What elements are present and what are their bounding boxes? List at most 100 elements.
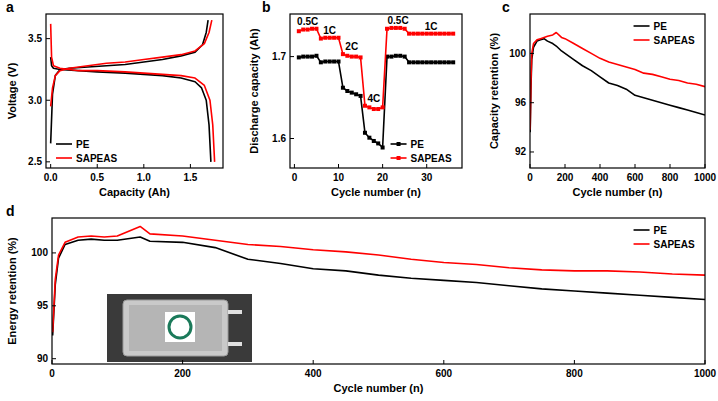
legend-label: PE [654, 21, 668, 32]
x-tick-label: 800 [662, 172, 679, 183]
x-tick [530, 164, 531, 168]
y-tick [46, 100, 50, 101]
panel: 020040060080010009095100Cycle number (n)… [6, 203, 717, 394]
y-axis-title: Energy retention (%) [6, 237, 18, 345]
marker [337, 60, 341, 64]
marker [319, 60, 323, 64]
x-tick-label: 1000 [694, 172, 717, 183]
x-tick-label: 1.5 [183, 172, 197, 183]
y-tick [530, 151, 534, 152]
x-tick-label: 0 [292, 172, 298, 183]
x-tick-label: 600 [435, 368, 452, 379]
x-tick [426, 164, 427, 168]
panel-letter: d [6, 203, 15, 219]
panel: 01020301.61.7Cycle number (n)Discharge c… [248, 0, 462, 198]
x-tick [705, 164, 706, 168]
marker [381, 146, 385, 150]
x-tick [313, 360, 314, 364]
y-tick [290, 138, 294, 139]
y-tick-label: 92 [515, 146, 527, 157]
legend-label: PE [76, 139, 90, 150]
marker [398, 26, 402, 30]
y-tick-label: 96 [515, 97, 527, 108]
y-tick-label: 3.0 [28, 95, 42, 106]
marker [411, 32, 415, 36]
y-tick [530, 53, 534, 54]
x-tick [190, 164, 191, 168]
marker [429, 32, 433, 36]
marker [306, 28, 310, 32]
legend-label: SAPEAS [654, 239, 695, 250]
marker [328, 60, 332, 64]
marker [425, 32, 429, 36]
x-axis-title: Capacity (Ah) [99, 186, 170, 198]
series-line [530, 32, 705, 129]
marker [354, 55, 358, 59]
x-tick-label: 200 [557, 172, 574, 183]
legend-label: PE [411, 139, 425, 150]
annotation: 1C [323, 25, 336, 36]
y-tick [52, 358, 56, 359]
series-line [51, 20, 215, 162]
legend-label: PE [654, 225, 668, 236]
y-tick-label: 100 [31, 247, 48, 258]
marker [328, 36, 332, 40]
marker [314, 27, 318, 31]
marker [416, 32, 420, 36]
marker [310, 27, 314, 31]
marker [367, 136, 371, 140]
marker [434, 60, 438, 64]
annotation: 1C [425, 21, 438, 32]
marker [341, 86, 345, 90]
x-tick [382, 164, 383, 168]
y-tick [46, 161, 50, 162]
legend: PESAPEAS [634, 21, 695, 46]
marker [301, 55, 305, 59]
plot-frame [52, 218, 705, 364]
legend: PE SAPEAS [634, 225, 695, 250]
marker [407, 60, 411, 64]
y-axis-title: Voltage (V) [6, 62, 18, 119]
marker [389, 55, 393, 59]
plot-data [53, 226, 705, 335]
marker [411, 60, 415, 64]
marker [438, 60, 442, 64]
y-tick [290, 56, 294, 57]
marker [425, 60, 429, 64]
legend-swatch [56, 143, 72, 145]
legend-swatch [634, 39, 650, 41]
marker [403, 27, 407, 31]
y-tick-label: 95 [37, 300, 49, 311]
legend-label: SAPEAS [411, 153, 452, 164]
legend-swatch [634, 25, 650, 27]
marker [442, 60, 446, 64]
plot-frame [290, 14, 462, 168]
background [0, 0, 718, 401]
inset-logo [165, 312, 195, 342]
x-tick [52, 360, 53, 364]
x-tick-label: 30 [421, 172, 433, 183]
marker [345, 54, 349, 58]
x-tick [635, 164, 636, 168]
y-tick [530, 102, 534, 103]
marker [297, 29, 301, 33]
series-line [51, 20, 211, 162]
panel: 020040060080010009296100Cycle number (n)… [488, 0, 717, 198]
annotation: 2C [345, 41, 358, 52]
marker [376, 141, 380, 145]
x-tick-label: 200 [174, 368, 191, 379]
marker [407, 32, 411, 36]
y-tick-label: 100 [509, 48, 526, 59]
legend: PE SAPEAS [391, 139, 452, 164]
y-tick [46, 38, 50, 39]
marker [381, 105, 385, 109]
x-axis-title: Cycle number (n) [573, 186, 663, 198]
inset-pouch [123, 300, 228, 356]
marker [376, 107, 380, 111]
marker [332, 36, 336, 40]
legend-marker [397, 142, 401, 146]
marker [447, 32, 451, 36]
marker [434, 32, 438, 36]
x-tick [50, 164, 51, 168]
legend-label: SAPEAS [76, 153, 117, 164]
